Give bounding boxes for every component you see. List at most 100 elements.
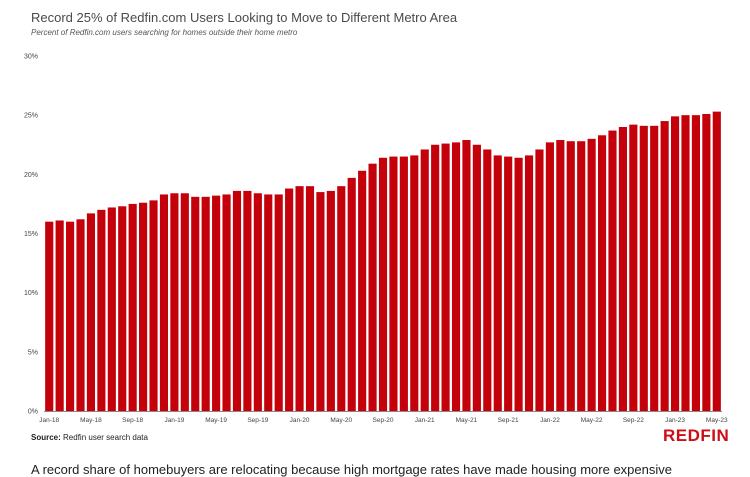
bar-apr-21	[451, 142, 461, 411]
x-tick-label: Jan-20	[290, 417, 310, 424]
x-tick-label: Sep-19	[247, 417, 268, 424]
y-axis-ticks: 0% 5% 10% 15% 20% 25% 30%	[24, 54, 38, 416]
x-tick-label: May-18	[80, 417, 102, 424]
bar-aug-18	[118, 206, 127, 411]
bar-jan-21	[420, 149, 429, 412]
bar-oct-19	[264, 194, 273, 411]
bar-feb-22	[556, 140, 565, 411]
bar-mar-23	[691, 115, 700, 412]
bar-may-19	[212, 195, 221, 411]
x-tick-label: May-23	[706, 417, 728, 424]
bar-sep-20	[378, 157, 388, 411]
bar-aug-19	[243, 190, 252, 411]
bar-apr-20	[326, 190, 335, 411]
bar-may-18	[86, 213, 96, 411]
y-tick-label: 20%	[24, 172, 38, 179]
bar-may-21	[462, 140, 471, 411]
bar-oct-21	[514, 157, 523, 411]
bar-jun-19	[222, 194, 231, 411]
bar-jan-18	[45, 221, 54, 411]
bar-dec-18	[159, 194, 169, 411]
bar-nov-19	[274, 194, 283, 411]
bar-mar-18	[66, 221, 75, 411]
bar-nov-21	[524, 155, 534, 411]
bar-nov-18	[149, 200, 158, 411]
bar-mar-22	[566, 141, 575, 411]
bar-feb-23	[681, 115, 690, 412]
y-tick-label: 0%	[28, 409, 38, 416]
redfin-logo: REDFIN	[663, 426, 730, 445]
bar-dec-19	[285, 188, 294, 411]
bar-aug-22	[618, 127, 627, 411]
bar-jul-19	[232, 190, 242, 411]
bar-apr-22	[577, 141, 586, 411]
bar-may-23	[712, 111, 721, 412]
bar-apr-23	[702, 113, 711, 411]
bar-apr-18	[76, 219, 85, 411]
bar-jul-18	[107, 207, 116, 411]
bar-jun-20	[347, 177, 356, 411]
bar-jul-22	[608, 130, 617, 412]
bar-apr-19	[201, 196, 210, 411]
x-tick-label: Sep-20	[373, 417, 394, 424]
bar-jan-19	[170, 193, 179, 411]
bar-jun-21	[472, 144, 481, 411]
x-tick-label: Sep-22	[623, 417, 644, 424]
bar-nov-20	[399, 156, 408, 411]
bar-oct-22	[639, 125, 648, 411]
x-tick-label: May-20	[330, 417, 352, 424]
y-tick-label: 15%	[24, 231, 38, 238]
x-tick-label: May-22	[581, 417, 603, 424]
bar-feb-21	[431, 144, 440, 411]
bar-jul-20	[358, 170, 367, 411]
bar-mar-19	[191, 196, 200, 411]
bar-jan-22	[545, 142, 554, 411]
bar-feb-20	[305, 186, 315, 411]
source-note: Source: Redfin user search data	[31, 433, 148, 442]
bar-aug-21	[493, 155, 502, 411]
y-tick-label: 5%	[28, 349, 38, 356]
bar-sep-22	[629, 124, 638, 411]
bar-dec-22	[660, 121, 669, 411]
x-axis-ticks: Jan-18 May-18 Sep-18 Jan-19 May-19 Sep-19 Jan-…	[39, 417, 728, 424]
x-tick-label: Jan-21	[415, 417, 435, 424]
bar-feb-18	[55, 220, 64, 411]
bar-jun-18	[97, 209, 106, 411]
bars	[45, 111, 721, 412]
bar-mar-21	[441, 143, 450, 411]
bar-sep-19	[253, 193, 262, 411]
x-tick-label: May-21	[456, 417, 478, 424]
bar-mar-20	[316, 192, 325, 411]
source-label: Source:	[31, 433, 61, 442]
x-tick-label: Jan-23	[665, 417, 685, 424]
source-text: Redfin user search data	[63, 433, 148, 442]
bar-jul-21	[483, 149, 492, 412]
y-tick-label: 10%	[24, 290, 38, 297]
bar-nov-22	[650, 125, 659, 411]
bar-aug-20	[368, 163, 377, 411]
bar-oct-18	[139, 202, 148, 411]
x-tick-label: Jan-19	[164, 417, 184, 424]
bar-sep-21	[504, 156, 513, 411]
y-tick-label: 30%	[24, 54, 38, 61]
y-tick-label: 25%	[24, 113, 38, 120]
bar-jun-22	[597, 135, 607, 411]
bar-dec-21	[535, 149, 544, 412]
chart-subtitle: Percent of Redfin.com users searching fo…	[31, 28, 298, 37]
bar-oct-20	[389, 156, 398, 411]
bar-jan-20	[295, 186, 304, 411]
bar-jan-23	[670, 116, 680, 411]
bar-may-20	[337, 186, 346, 411]
bar-feb-19	[180, 193, 189, 411]
bar-may-22	[587, 138, 596, 411]
bar-sep-18	[128, 203, 137, 411]
x-tick-label: May-19	[205, 417, 227, 424]
chart-title: Record 25% of Redfin.com Users Looking t…	[31, 10, 458, 25]
x-tick-label: Sep-18	[122, 417, 143, 424]
x-tick-label: Sep-21	[498, 417, 519, 424]
x-tick-label: Jan-18	[39, 417, 59, 424]
bar-dec-20	[410, 155, 419, 411]
x-tick-label: Jan-22	[540, 417, 560, 424]
article-text: A record share of homebuyers are relocat…	[31, 462, 672, 477]
